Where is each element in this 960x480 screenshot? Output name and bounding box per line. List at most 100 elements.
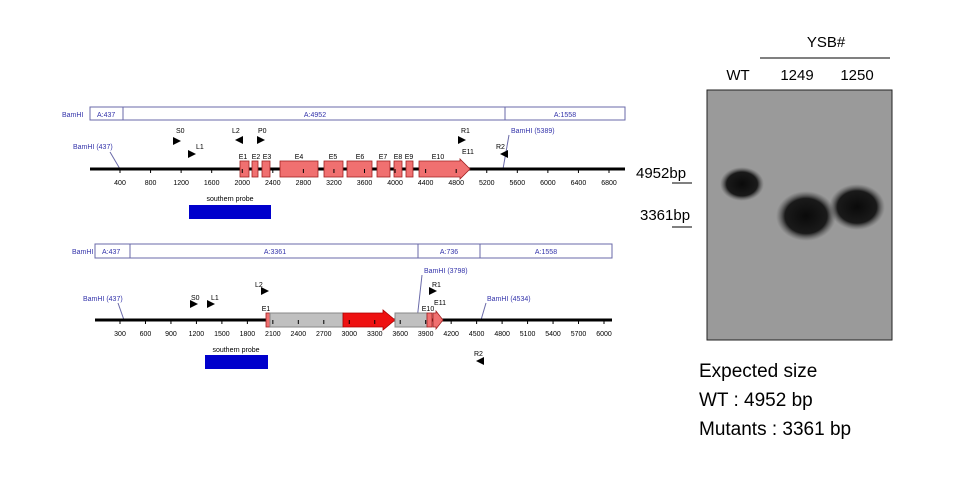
site: BamHI (5389) [511, 128, 555, 135]
tick-label: 1200 [189, 331, 205, 338]
exon-label: E4 [295, 154, 304, 161]
primer-label: L1 [196, 144, 204, 151]
axis-ticks: 400 800 1200 1600 2000 2400 2800 3200 3600 4000 44… [114, 169, 617, 187]
tick-label: 3300 [367, 331, 383, 338]
primer-label: R2 [496, 144, 505, 151]
primer-label: S0 [176, 128, 185, 135]
band [829, 184, 885, 230]
tick-label: 3600 [357, 180, 373, 187]
primer-label: L2 [232, 128, 240, 135]
exon-label: E1 [239, 154, 248, 161]
fragment: A:1558 [554, 112, 576, 119]
tick-label: 5600 [510, 180, 526, 187]
site-line [109, 151, 121, 170]
tick-label: 2100 [265, 331, 281, 338]
marker-gene [342, 309, 396, 331]
primer [173, 137, 181, 145]
southern-blot: YSB# WT 1249 1250 4952bp 3361bp [636, 34, 893, 341]
probe-label: southern probe [212, 347, 259, 354]
exon [432, 309, 444, 331]
exon-label: E1 [262, 306, 271, 313]
fragment: A:1558 [535, 249, 557, 256]
group-label: YSB# [807, 34, 846, 51]
primers [190, 287, 484, 365]
insert [269, 312, 344, 328]
primer [500, 150, 508, 158]
probe [189, 205, 271, 219]
enzyme: BamHI [62, 112, 83, 119]
exon-label: E10 [432, 154, 445, 161]
site: BamHI (3798) [424, 268, 468, 275]
exon [261, 160, 271, 178]
expected-line: WT : 4952 bp [699, 390, 813, 411]
fragment-bar [89, 106, 626, 121]
exon [376, 160, 391, 178]
marker-label: 3361bp [640, 207, 690, 224]
exon-label: E11 [434, 300, 446, 307]
band [776, 191, 836, 241]
exon [405, 160, 414, 178]
tick-label: 5200 [479, 180, 495, 187]
tick-label: 2700 [316, 331, 332, 338]
fragment: A:736 [440, 249, 458, 256]
site: BamHI (4534) [487, 296, 531, 303]
exon-label: E10 [422, 306, 435, 313]
primer-label: L1 [211, 295, 219, 302]
primer-label: R1 [461, 128, 470, 135]
tick-label: 800 [145, 180, 157, 187]
tick-label: 6400 [571, 180, 587, 187]
exon [265, 312, 271, 328]
tick-label: 3000 [341, 331, 357, 338]
primer-label: E11 [462, 149, 474, 156]
primer [188, 150, 196, 158]
fragment: A:4952 [304, 112, 326, 119]
primer [429, 287, 437, 295]
primer [476, 357, 484, 365]
tick-label: 1200 [173, 180, 189, 187]
exon [393, 160, 403, 178]
exon-label: E9 [405, 154, 414, 161]
tick-label: 4800 [448, 180, 464, 187]
probe-label: southern probe [206, 196, 253, 203]
exon [346, 160, 373, 178]
tick-label: 1800 [240, 331, 256, 338]
probe [205, 355, 268, 369]
fragment: A:437 [97, 112, 115, 119]
exon-label: E7 [379, 154, 388, 161]
site-line [480, 302, 487, 321]
tick-label: 2000 [234, 180, 250, 187]
exon [239, 160, 250, 178]
exon-label: E6 [356, 154, 365, 161]
exon [426, 312, 433, 328]
primer [257, 136, 265, 144]
primer-label: R2 [474, 351, 483, 358]
primers [173, 136, 508, 158]
mutant-map: BamHI A:437 A:3361 A:736 A:1558 BamHI (4… [72, 243, 613, 369]
primer [235, 136, 243, 144]
exons [239, 158, 471, 180]
exon-label: E8 [394, 154, 403, 161]
tick-label: 5400 [545, 331, 561, 338]
tick-label: 300 [114, 331, 126, 338]
tick-label: 2400 [291, 331, 307, 338]
marker-label: 4952bp [636, 165, 686, 182]
wild-type-map: BamHI A:437 A:4952 A:1558 BamHI (437) Ba… [62, 106, 626, 219]
tick-label: 600 [140, 331, 152, 338]
primer-label: S0 [191, 295, 200, 302]
tick-label: 3600 [392, 331, 408, 338]
primer-label: R1 [432, 282, 441, 289]
tick-label: 4800 [494, 331, 510, 338]
tick-label: 3200 [326, 180, 342, 187]
lane-label: 1250 [840, 67, 873, 84]
tick-label: 5700 [571, 331, 587, 338]
tick-label: 6800 [601, 180, 617, 187]
exon-label: E3 [263, 154, 272, 161]
fragment: A:437 [102, 249, 120, 256]
axis-ticks: 300 600 900 1200 1500 1800 2100 2400 2700 3000 330… [114, 320, 612, 338]
exon-label: E2 [252, 154, 261, 161]
lane-label: WT [726, 67, 749, 84]
tick-label: 1600 [204, 180, 220, 187]
expected-title: Expected size [699, 361, 817, 382]
expected-line: Mutants : 3361 bp [699, 419, 851, 440]
